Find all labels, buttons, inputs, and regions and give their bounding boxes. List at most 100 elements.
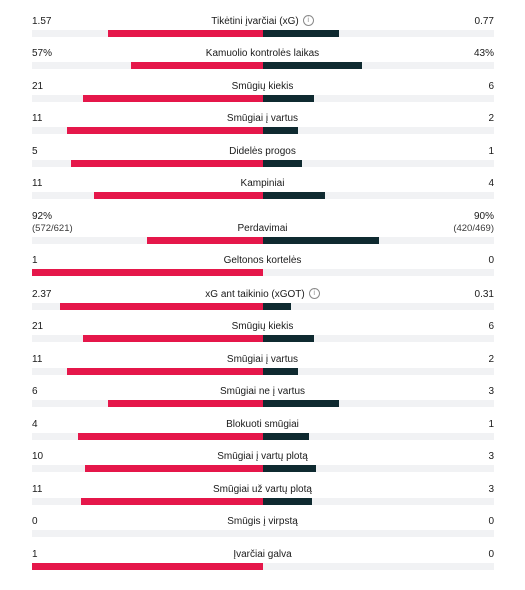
stat-label: Blokuoti smūgiai: [0, 419, 525, 431]
stat-label-text: Kampiniai: [240, 178, 285, 189]
away-value-text: 0.31: [474, 289, 494, 300]
stat-label-text: Tikėtini įvarčiai (xG): [211, 16, 299, 28]
away-bar-fill: [263, 368, 298, 375]
home-bar-track: [32, 30, 263, 37]
home-value-text: 57%: [32, 48, 53, 59]
away-value: 6: [488, 81, 494, 93]
home-value-text: 1.57: [32, 16, 52, 27]
away-value-text: 4: [488, 178, 494, 189]
stat-label: Smūgių kiekis: [0, 81, 525, 93]
away-bar-track: [263, 368, 494, 375]
stat-label-text: Smūgis į virpstą: [227, 516, 298, 527]
home-bar-track: [32, 160, 263, 167]
away-bar-track: [263, 95, 494, 102]
away-value-text: 0: [488, 516, 494, 527]
away-bar-fill: [263, 127, 298, 134]
home-value: 4: [32, 419, 38, 431]
stat-label-text: Smūgiai į vartus: [226, 354, 299, 365]
home-bar-fill: [83, 335, 263, 342]
away-bar-track: [263, 335, 494, 342]
stat-label: Didelės progos: [0, 146, 525, 158]
away-value-text: 43%: [473, 48, 494, 59]
home-value-text: 11: [32, 178, 43, 189]
stat-label-text: xG ant taikinio (xGOT): [205, 289, 305, 301]
stat-label: Perdavimai: [0, 223, 525, 235]
away-bar-track: [263, 433, 494, 440]
home-bar-track: [32, 335, 263, 342]
home-bar-fill: [67, 127, 263, 134]
away-bar-track: [263, 530, 494, 537]
home-value: 57%: [32, 48, 52, 60]
away-value-text: 2: [488, 354, 494, 365]
away-value-text: 2: [488, 113, 494, 124]
away-value: 1: [488, 419, 494, 431]
stat-label: Kamuolio kontrolės laikas: [0, 48, 525, 60]
away-value-text: 3: [488, 484, 494, 495]
home-bar-fill: [108, 400, 263, 407]
stat-label-text: Blokuoti smūgiai: [226, 419, 299, 430]
away-bar-fill: [263, 465, 316, 472]
stat-label-text: Perdavimai: [237, 223, 288, 234]
home-bar-track: [32, 62, 263, 69]
away-value: 0: [488, 549, 494, 561]
away-value-text: 6: [488, 81, 494, 92]
away-bar-track: [263, 563, 494, 570]
stat-label-text: Smūgiai į vartus: [226, 113, 299, 124]
away-bar-fill: [263, 335, 314, 342]
away-bar-track: [263, 62, 494, 69]
away-value: 90% (420/469): [453, 211, 494, 235]
home-bar-fill: [94, 192, 263, 199]
home-value-text: 6: [32, 386, 38, 397]
away-bar-fill: [263, 30, 339, 37]
away-value-text: 3: [488, 386, 494, 397]
away-bar-fill: [263, 62, 362, 69]
stat-label-text: Smūgiai ne į vartus: [219, 386, 306, 397]
stat-label-text: Smūgių kiekis: [231, 81, 294, 92]
stat-label: Smūgiai į vartų plotą: [0, 451, 525, 463]
home-value-text: 0: [32, 516, 38, 527]
info-icon[interactable]: i: [302, 15, 314, 26]
stat-label: Tikėtini įvarčiai (xG) i: [0, 15, 525, 28]
home-value: 92% (572/621): [32, 211, 73, 235]
home-value: 1.57: [32, 16, 51, 28]
away-value: 3: [488, 451, 494, 463]
away-bar-track: [263, 303, 494, 310]
home-value: 0: [32, 516, 38, 528]
home-bar-track: [32, 368, 263, 375]
stat-label-text: Didelės progos: [229, 146, 296, 157]
home-value-detail: (572/621): [32, 223, 73, 234]
home-bar-track: [32, 530, 263, 537]
home-value-text: 11: [32, 484, 43, 495]
away-bar-fill: [263, 303, 291, 310]
away-value-text: 1: [488, 419, 494, 430]
away-value: 0.77: [475, 16, 494, 28]
home-bar-fill: [32, 563, 263, 570]
away-bar-fill: [263, 433, 309, 440]
away-value-text: 0: [488, 255, 494, 266]
info-icon[interactable]: i: [308, 288, 320, 299]
away-bar-track: [263, 269, 494, 276]
stat-label: Geltonos kortelės: [0, 255, 525, 267]
away-value-text: 0.77: [474, 16, 494, 27]
away-bar-track: [263, 400, 494, 407]
stat-label-text: Smūgiai už vartų plotą: [213, 484, 312, 495]
home-value-text: 2.37: [32, 289, 52, 300]
home-value: 21: [32, 321, 43, 333]
home-bar-track: [32, 433, 263, 440]
away-bar-track: [263, 465, 494, 472]
away-value: 43%: [474, 48, 494, 60]
away-bar-fill: [263, 400, 339, 407]
home-bar-fill: [71, 160, 263, 167]
home-bar-track: [32, 465, 263, 472]
stat-label: Smūgių kiekis: [0, 321, 525, 333]
home-bar-fill: [60, 303, 263, 310]
away-bar-fill: [263, 237, 379, 244]
home-value-text: 11: [32, 354, 43, 365]
home-value: 5: [32, 146, 38, 158]
away-bar-fill: [263, 192, 325, 199]
away-value: 0: [488, 255, 494, 267]
home-bar-fill: [85, 465, 263, 472]
away-value: 3: [488, 484, 494, 496]
away-bar-track: [263, 127, 494, 134]
